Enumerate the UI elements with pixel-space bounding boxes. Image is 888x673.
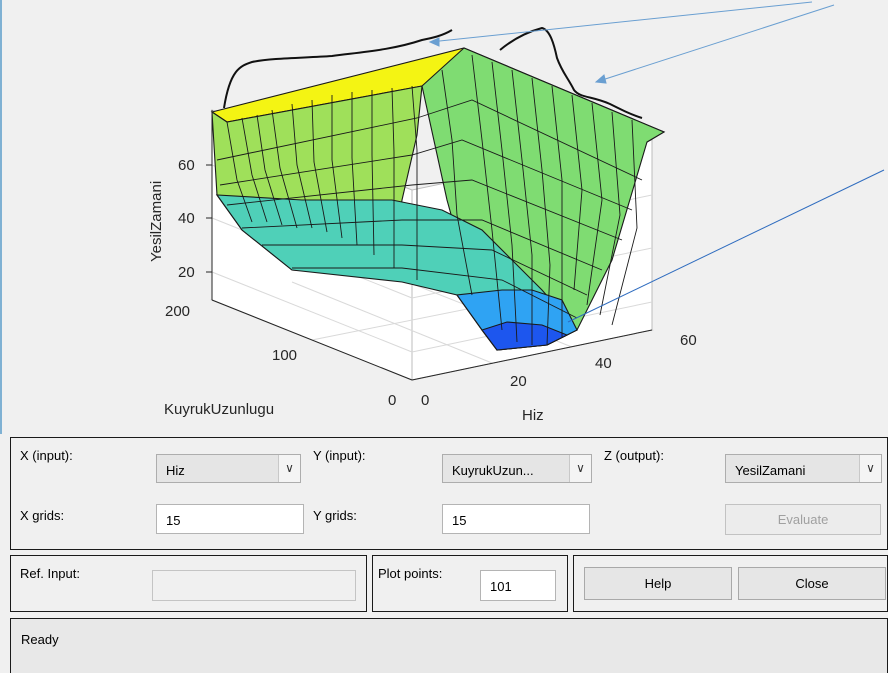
chevron-down-icon[interactable]: ∨ bbox=[278, 455, 300, 482]
chevron-down-icon[interactable]: ∨ bbox=[859, 455, 881, 482]
x-tick-0: 0 bbox=[421, 392, 429, 409]
ref-input-field[interactable] bbox=[152, 570, 356, 601]
status-text: Ready bbox=[21, 632, 59, 647]
surface-plot[interactable]: 20 40 60 200 100 0 0 20 40 60 YesilZaman… bbox=[2, 0, 888, 434]
y-input-label: Y (input): bbox=[313, 448, 366, 463]
controls-panel: X (input): Hiz ∨ Y (input): KuyrukUzun..… bbox=[10, 437, 888, 673]
y-tick-200: 200 bbox=[165, 303, 190, 320]
evaluate-button[interactable]: Evaluate bbox=[725, 504, 881, 535]
y-input-value: KuyrukUzun... bbox=[452, 463, 534, 478]
surface-plot-area[interactable]: 20 40 60 200 100 0 0 20 40 60 YesilZaman… bbox=[0, 0, 888, 434]
x-tick-20: 20 bbox=[510, 373, 527, 390]
z-tick-20: 20 bbox=[178, 264, 195, 281]
axis-lines bbox=[206, 110, 653, 381]
y-tick-0: 0 bbox=[388, 392, 396, 409]
status-bar: Ready bbox=[10, 618, 888, 673]
x-grids-label: X grids: bbox=[20, 508, 65, 523]
x-tick-60: 60 bbox=[680, 332, 697, 349]
y-grids-input[interactable]: 15 bbox=[442, 504, 590, 534]
help-button[interactable]: Help bbox=[584, 567, 732, 600]
x-tick-40: 40 bbox=[595, 355, 612, 372]
y-input-select[interactable]: KuyrukUzun... ∨ bbox=[442, 454, 592, 483]
chevron-down-icon[interactable]: ∨ bbox=[569, 455, 591, 482]
annotation-scribbles bbox=[223, 26, 643, 119]
x-input-label: X (input): bbox=[20, 448, 73, 463]
ref-input-group: Ref. Input: bbox=[10, 555, 367, 612]
x-input-value: Hiz bbox=[166, 463, 185, 478]
y-grids-label: Y grids: bbox=[313, 508, 357, 523]
z-output-select[interactable]: YesilZamani ∨ bbox=[725, 454, 882, 483]
plot-points-group: Plot points: 101 bbox=[372, 555, 568, 612]
x-axis-label: Hiz bbox=[522, 407, 544, 424]
x-grids-input[interactable]: 15 bbox=[156, 504, 304, 534]
plot-points-label: Plot points: bbox=[378, 566, 443, 581]
z-tick-60: 60 bbox=[178, 157, 195, 174]
z-tick-40: 40 bbox=[178, 210, 195, 227]
z-output-label: Z (output): bbox=[604, 448, 664, 463]
x-input-select[interactable]: Hiz ∨ bbox=[156, 454, 301, 483]
z-axis-label: YesilZamani bbox=[148, 181, 165, 262]
surface-mesh bbox=[210, 47, 666, 351]
surface-valley-bottom bbox=[481, 321, 569, 351]
annotation-arrows bbox=[428, 1, 885, 323]
z-output-value: YesilZamani bbox=[735, 463, 806, 478]
plot-points-input[interactable]: 101 bbox=[480, 570, 556, 601]
axes-settings-group: X (input): Hiz ∨ Y (input): KuyrukUzun..… bbox=[10, 437, 888, 550]
actions-group: Help Close bbox=[573, 555, 888, 612]
ref-input-label: Ref. Input: bbox=[20, 566, 80, 581]
y-tick-100: 100 bbox=[272, 347, 297, 364]
y-axis-label: KuyrukUzunlugu bbox=[164, 401, 274, 418]
close-button[interactable]: Close bbox=[738, 567, 886, 600]
